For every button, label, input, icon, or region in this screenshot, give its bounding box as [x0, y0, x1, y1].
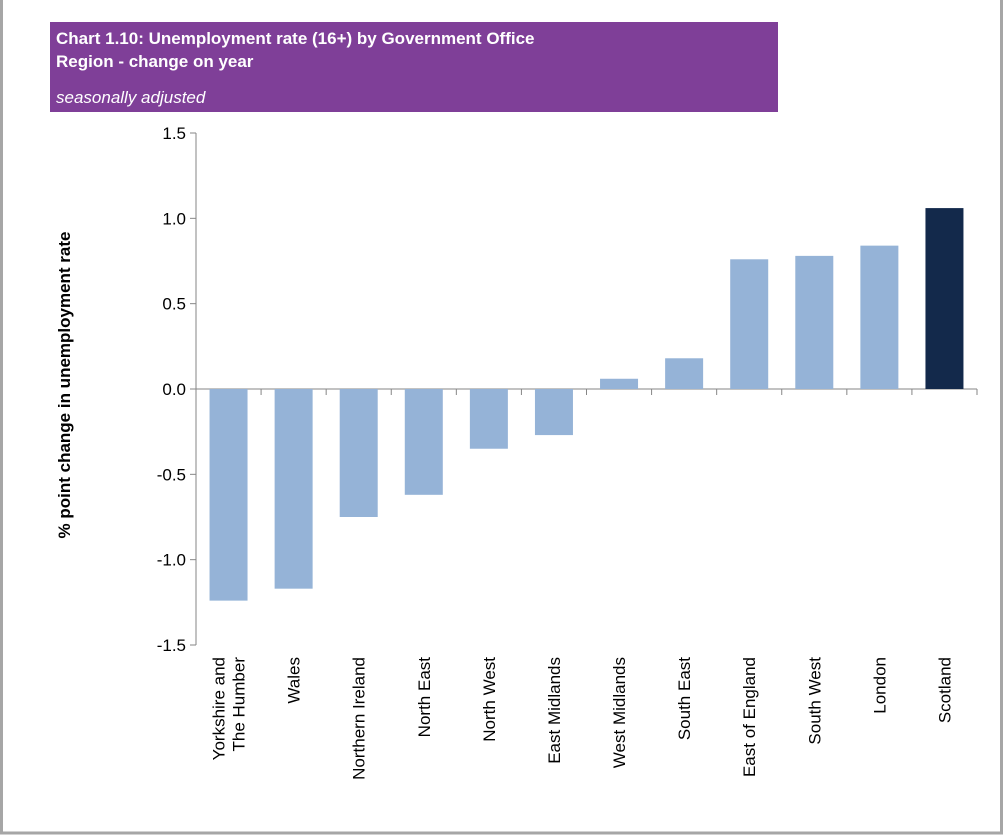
- x-tick-label: North West: [480, 657, 499, 742]
- bar: [665, 358, 704, 389]
- bar: [404, 389, 443, 495]
- chart-title: Chart 1.10: Unemployment rate (16+) by G…: [56, 29, 535, 71]
- x-tick-label: London: [870, 657, 889, 714]
- chart-subtitle: seasonally adjusted: [56, 88, 206, 107]
- y-tick-label: 1.0: [162, 209, 186, 228]
- x-tick-label: West Midlands: [610, 657, 629, 768]
- bar: [274, 389, 313, 589]
- x-tick-label: South East: [675, 657, 694, 740]
- x-tick-label: North East: [415, 657, 434, 738]
- bar: [925, 208, 964, 389]
- x-tick-label: Scotland: [935, 657, 954, 723]
- y-axis-label: % point change in unemployment rate: [55, 232, 74, 539]
- bar: [795, 255, 834, 389]
- y-tick-label: 0.0: [162, 380, 186, 399]
- title-box: [50, 22, 778, 112]
- x-tick-label: Northern Ireland: [350, 657, 369, 780]
- y-tick-label: 1.5: [162, 124, 186, 143]
- x-tick-label: South West: [805, 657, 824, 745]
- bar: [209, 389, 248, 601]
- bar: [339, 389, 378, 517]
- x-tick-label: East Midlands: [545, 657, 564, 764]
- y-tick-label: -1.5: [157, 636, 186, 655]
- x-tick-label: Wales: [285, 657, 304, 704]
- y-tick-label: -1.0: [157, 551, 186, 570]
- bar: [600, 378, 639, 389]
- bar: [860, 245, 899, 389]
- y-tick-label: -0.5: [157, 465, 186, 484]
- x-tick-label: East of England: [740, 657, 759, 777]
- bar: [469, 389, 508, 449]
- x-tick-label: Yorkshire andThe Humber: [210, 657, 249, 761]
- bar: [534, 389, 573, 436]
- bar: [730, 259, 769, 389]
- y-tick-label: 0.5: [162, 295, 186, 314]
